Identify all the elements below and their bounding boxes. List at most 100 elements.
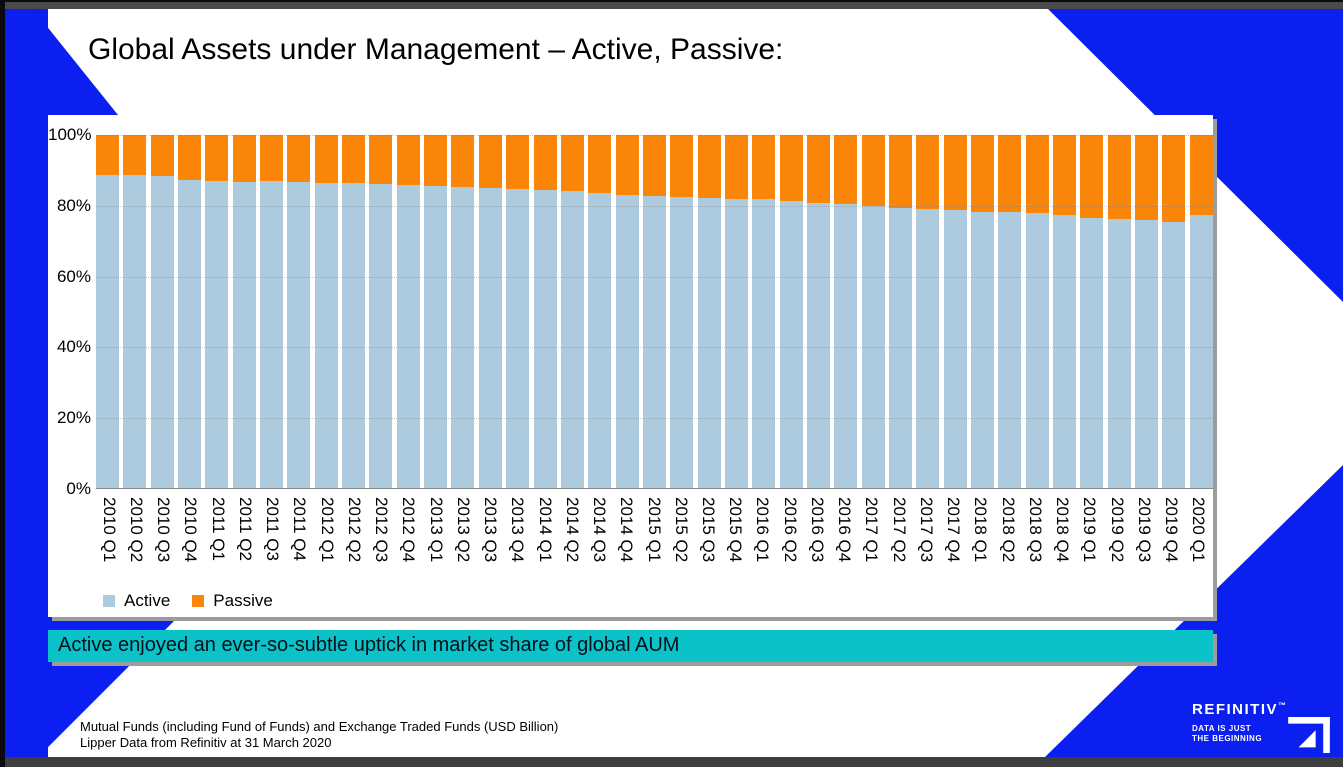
bar-segment-active <box>779 200 803 488</box>
stacked-bar <box>314 135 338 488</box>
stacked-bar <box>287 135 311 488</box>
x-axis-label: 2018 Q2 <box>998 497 1018 563</box>
bar-segment-passive <box>806 135 830 203</box>
bar-segment-passive <box>260 135 284 181</box>
legend-swatch-icon <box>103 595 115 607</box>
bar-segment-active <box>96 174 119 488</box>
bar-segment-active <box>396 185 420 488</box>
bar-segment-active <box>1025 213 1049 488</box>
bar-segment-active <box>670 197 694 488</box>
bar-segment-passive <box>451 135 475 188</box>
x-axis-label: 2011 Q3 <box>263 497 283 561</box>
bar-segment-active <box>724 198 748 488</box>
x-axis-label: 2019 Q1 <box>1080 497 1100 563</box>
bar-segment-active <box>150 175 174 488</box>
bar-segment-passive <box>888 135 912 208</box>
stacked-bar <box>779 135 803 488</box>
footnote-line-2: Lipper Data from Refinitiv at 31 March 2… <box>80 735 332 750</box>
bar-segment-passive <box>642 135 666 197</box>
gridline <box>96 418 1213 420</box>
bar-segment-passive <box>588 135 612 193</box>
bar-segment-active <box>478 188 502 488</box>
bar-segment-active <box>533 190 557 488</box>
stacked-bar <box>724 135 748 488</box>
stacked-bar <box>260 135 284 488</box>
plot-area <box>96 135 1213 489</box>
stacked-bar <box>1053 135 1077 488</box>
page-title: Global Assets under Management – Active,… <box>88 33 784 66</box>
stacked-bar <box>123 135 147 488</box>
bar-segment-active <box>260 180 284 488</box>
legend-label: Passive <box>213 591 273 610</box>
y-tick-label: 80% <box>56 195 91 215</box>
bar-segment-active <box>451 187 475 488</box>
bar-segment-passive <box>1135 135 1159 221</box>
x-axis-label: 2014 Q3 <box>590 497 609 563</box>
bar-segment-passive <box>314 135 338 183</box>
x-axis-label: 2013 Q1 <box>426 497 446 563</box>
x-axis-label: 2010 Q3 <box>154 497 174 563</box>
bar-segment-active <box>1135 220 1159 488</box>
x-axis-label: 2019 Q2 <box>1107 497 1127 563</box>
legend-swatch-icon <box>192 595 205 607</box>
bar-segment-active <box>232 181 256 488</box>
bar-segment-passive <box>971 135 994 212</box>
stacked-bar <box>861 135 885 488</box>
y-tick-label: 100% <box>48 125 92 144</box>
bar-segment-passive <box>424 135 448 187</box>
logo-brand-text: REFINITIV <box>1192 701 1279 718</box>
x-axis-label: 2015 Q1 <box>644 497 664 563</box>
stacked-bar <box>888 135 912 488</box>
bar-segment-passive <box>752 135 776 199</box>
window-left-edge <box>0 0 5 767</box>
bar-segment-passive <box>1162 135 1186 223</box>
x-axis-label: 2019 Q3 <box>1134 497 1154 563</box>
stacked-bar <box>943 135 967 488</box>
x-axis-label: 2010 Q1 <box>99 497 119 563</box>
bar-segment-active <box>697 197 721 488</box>
bar-segment-active <box>642 196 666 488</box>
gridline <box>96 347 1213 349</box>
x-axis-label: 2016 Q1 <box>753 497 773 563</box>
bar-segment-passive <box>779 135 803 201</box>
bar-segment-active <box>560 191 584 488</box>
x-axis-label: 2010 Q4 <box>181 497 201 563</box>
bar-segment-active <box>123 174 147 488</box>
logo-trademark: ™ <box>1278 701 1287 710</box>
x-axis-label: 2014 Q1 <box>535 497 555 563</box>
bar-segment-active <box>1162 222 1186 488</box>
legend-item-active: Active <box>103 591 170 611</box>
window-bottom-bar <box>0 757 1343 767</box>
x-axis-label: 2011 Q2 <box>235 497 255 561</box>
x-axis-label: 2013 Q2 <box>453 497 473 563</box>
callout-banner-text: Active enjoyed an ever-so-subtle uptick … <box>58 634 680 656</box>
x-axis-label: 2017 Q1 <box>862 497 882 563</box>
gridline <box>96 205 1213 207</box>
bar-segment-active <box>752 198 776 488</box>
bar-segment-passive <box>1189 135 1213 216</box>
x-axis-label: 2014 Q2 <box>562 497 582 563</box>
bar-segment-passive <box>943 135 967 210</box>
x-axis-label: 2018 Q1 <box>971 497 991 563</box>
x-axis-label: 2017 Q3 <box>916 497 936 563</box>
bar-segment-active <box>834 203 858 488</box>
stacked-bar <box>560 135 584 488</box>
x-axis-label: 2016 Q4 <box>835 497 855 563</box>
stacked-bar <box>998 135 1022 488</box>
bar-segment-passive <box>1080 135 1104 218</box>
bar-segment-active <box>506 189 530 488</box>
x-axis-label: 2015 Q4 <box>726 497 746 563</box>
x-axis-label: 2015 Q3 <box>698 497 718 563</box>
y-tick-label: 20% <box>56 408 91 428</box>
stacked-bar <box>806 135 830 488</box>
bar-segment-passive <box>1025 135 1049 214</box>
bar-segment-passive <box>369 135 393 185</box>
bar-segment-passive <box>150 135 174 176</box>
stacked-bar <box>615 135 639 488</box>
stacked-bar <box>232 135 256 488</box>
refinitiv-logo: REFINITIV™ DATA IS JUST THE BEGINNING <box>1192 701 1342 755</box>
bar-segment-passive <box>916 135 940 209</box>
x-axis-label: 2012 Q1 <box>317 497 337 563</box>
bar-segment-active <box>998 212 1022 488</box>
